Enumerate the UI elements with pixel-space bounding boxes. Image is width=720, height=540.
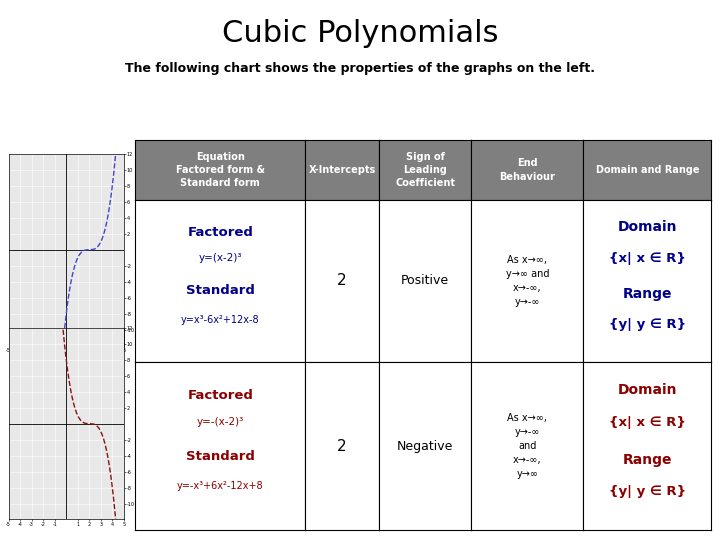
Text: {x| x ∈ R}: {x| x ∈ R} <box>609 416 686 429</box>
Text: Positive: Positive <box>401 274 449 287</box>
Text: 2: 2 <box>338 273 347 288</box>
Text: y=-(x-2)³: y=-(x-2)³ <box>197 417 244 428</box>
Text: X-Intercepts: X-Intercepts <box>308 165 376 175</box>
Text: Equation
Factored form &
Standard form: Equation Factored form & Standard form <box>176 152 265 188</box>
Text: Domain: Domain <box>618 383 678 397</box>
Text: y=x³-6x²+12x-8: y=x³-6x²+12x-8 <box>181 315 260 325</box>
Text: As x→∞,
y→-∞
and
x→-∞,
y→∞: As x→∞, y→-∞ and x→-∞, y→∞ <box>508 413 547 479</box>
Text: End
Behaviour: End Behaviour <box>500 159 555 181</box>
Text: {y| y ∈ R}: {y| y ∈ R} <box>609 485 686 498</box>
Text: y=-x³+6x²-12x+8: y=-x³+6x²-12x+8 <box>177 482 264 491</box>
Text: Factored: Factored <box>187 389 253 402</box>
Text: Standard: Standard <box>186 284 255 297</box>
Text: {x| x ∈ R}: {x| x ∈ R} <box>609 252 686 265</box>
Text: Negative: Negative <box>397 440 454 453</box>
Text: Cubic Polynomials: Cubic Polynomials <box>222 19 498 48</box>
Text: As x→∞,
y→∞ and
x→-∞,
y→-∞: As x→∞, y→∞ and x→-∞, y→-∞ <box>505 255 549 307</box>
Text: Standard: Standard <box>186 450 255 463</box>
Text: {y| y ∈ R}: {y| y ∈ R} <box>609 318 686 331</box>
Text: y=(x-2)³: y=(x-2)³ <box>199 253 242 263</box>
Text: Sign of
Leading
Coefficient: Sign of Leading Coefficient <box>395 152 455 188</box>
Text: Factored: Factored <box>187 226 253 239</box>
Text: The following chart shows the properties of the graphs on the left.: The following chart shows the properties… <box>125 62 595 75</box>
Text: 2: 2 <box>338 438 347 454</box>
Text: Range: Range <box>623 453 672 467</box>
Text: Range: Range <box>623 287 672 301</box>
Text: Domain and Range: Domain and Range <box>595 165 699 175</box>
Text: Domain: Domain <box>618 220 678 234</box>
